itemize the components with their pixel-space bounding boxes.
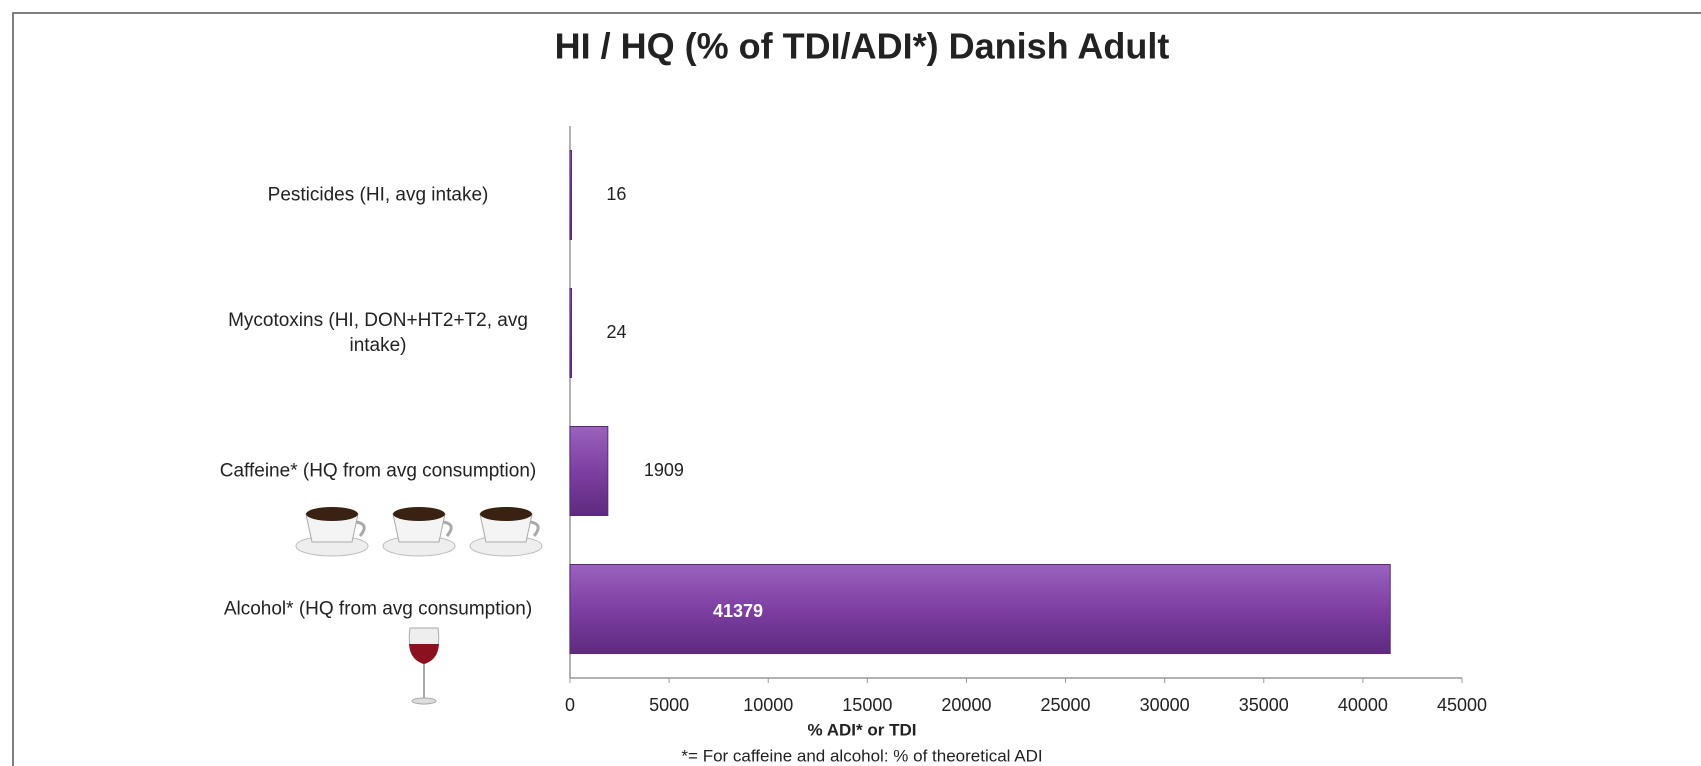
x-tick-label: 20000 [941, 695, 991, 715]
y-tick-label: Caffeine* (HQ from avg consumption) [208, 459, 548, 484]
bar [570, 151, 572, 240]
value-label: 1909 [644, 460, 684, 480]
y-tick-label: Mycotoxins (HI, DON+HT2+T2, avg intake) [208, 308, 548, 358]
cup-icons [296, 507, 542, 556]
footnote: *= For caffeine and alcohol: % of theore… [681, 746, 1042, 765]
bar [570, 289, 572, 378]
x-tick-label: 5000 [649, 695, 689, 715]
page: HI / HQ (% of TDI/ADI*) Danish Adult % A… [0, 0, 1701, 766]
bar [570, 565, 1390, 654]
chart-title: HI / HQ (% of TDI/ADI*) Danish Adult [555, 26, 1170, 67]
value-label: 41379 [713, 601, 763, 621]
x-tick-label: 30000 [1140, 695, 1190, 715]
x-tick-label: 25000 [1041, 695, 1091, 715]
x-tick-label: 45000 [1437, 695, 1487, 715]
x-tick-label: 40000 [1338, 695, 1388, 715]
wine-icon [409, 628, 439, 704]
y-tick-label: Alcohol* (HQ from avg consumption) [208, 597, 548, 622]
y-tick-label: Pesticides (HI, avg intake) [208, 183, 548, 208]
value-label: 24 [606, 322, 626, 342]
chart: HI / HQ (% of TDI/ADI*) Danish Adult % A… [0, 0, 1701, 766]
x-tick-label: 10000 [743, 695, 793, 715]
x-axis-label: % ADI* or TDI [808, 720, 917, 739]
x-tick-label: 35000 [1239, 695, 1289, 715]
x-tick-label: 0 [565, 695, 575, 715]
bar [570, 427, 608, 516]
value-label: 16 [606, 184, 626, 204]
x-tick-label: 15000 [842, 695, 892, 715]
